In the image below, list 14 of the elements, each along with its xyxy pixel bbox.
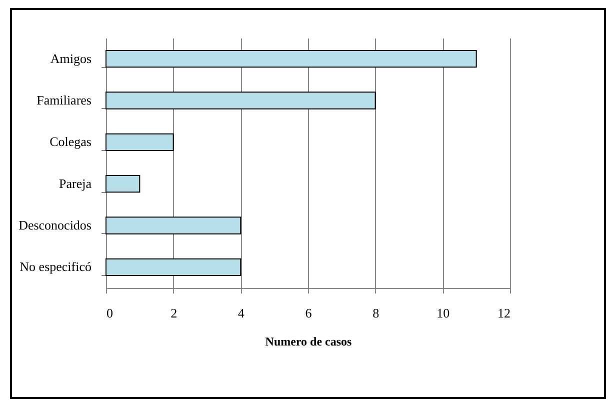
- y-tick-label: No especificó: [20, 259, 92, 274]
- y-tick-label: Colegas: [50, 134, 92, 150]
- x-tick-label: 2: [170, 306, 178, 320]
- x-tick-label: 6: [305, 306, 312, 320]
- x-tick-label: 12: [498, 306, 510, 320]
- x-tick-label: 8: [372, 306, 380, 320]
- y-tick-label: Familiares: [36, 92, 92, 108]
- x-axis-title: Numero de casos: [265, 334, 352, 348]
- x-tick-label: 10: [436, 306, 450, 320]
- x-tick-label: 0: [106, 306, 113, 320]
- y-tick-label: Pareja: [59, 176, 92, 191]
- x-tick-label: 4: [238, 306, 245, 320]
- y-tick-label: Amigos: [50, 50, 92, 66]
- y-tick-label: Desconocidos: [18, 218, 92, 232]
